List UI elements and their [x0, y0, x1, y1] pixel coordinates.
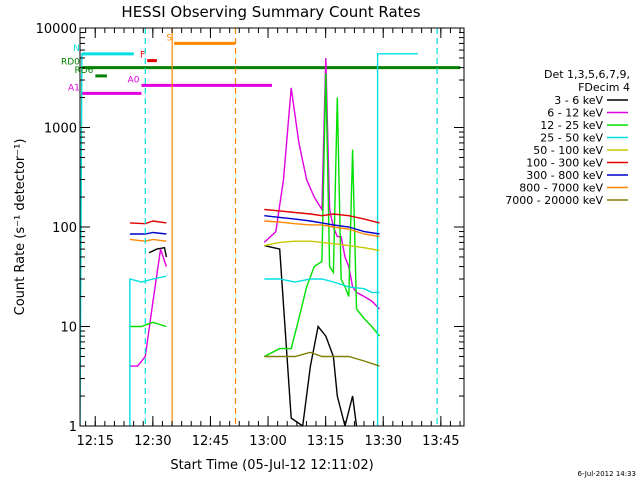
- series-line-8-0: [264, 351, 380, 367]
- chart-title: HESSI Observing Summary Count Rates: [121, 3, 420, 21]
- series-line-6-0: [129, 231, 167, 235]
- legend-label: 7000 - 20000 keV: [505, 194, 603, 207]
- legend-label: 100 - 300 keV: [526, 157, 603, 170]
- flag-label-a0: A0: [128, 75, 140, 85]
- series-line-2-1: [263, 73, 381, 358]
- footer-date: 6-Jul-2012 14:33: [577, 470, 636, 478]
- vertical-markers: [144, 28, 438, 426]
- flag-label-s: S: [166, 33, 172, 43]
- flag-label-a1: A1: [68, 83, 80, 93]
- legend-label: 6 - 12 keV: [547, 107, 603, 120]
- series-line-3-2: [264, 278, 380, 294]
- data-series: [80, 53, 418, 426]
- series-line-7-1: [264, 220, 380, 238]
- y-tick-label: 10: [60, 321, 77, 336]
- x-tick-label: 13:30: [365, 434, 402, 449]
- y-axis-label: Count Rate (s⁻¹ detector⁻¹): [13, 139, 28, 316]
- series-line-6-1: [264, 215, 380, 235]
- x-axis: 12:15 12:30 12:45 13:00 13:15 13:30 13:45: [77, 28, 461, 449]
- x-tick-label: 13:15: [307, 434, 344, 449]
- series-line-3-0: [80, 53, 134, 426]
- x-tick-label: 12:30: [134, 434, 171, 449]
- legend-label: 300 - 800 keV: [526, 169, 603, 182]
- legend-label: 12 - 25 keV: [540, 119, 603, 132]
- flag-label-rd0: RD0: [61, 58, 80, 68]
- flag-label-n: N: [73, 44, 80, 54]
- x-axis-label: Start Time (05-Jul-12 12:11:02): [170, 458, 373, 473]
- flag-label-f: F: [140, 51, 145, 61]
- series-line-5-0: [129, 220, 167, 225]
- legend-label: 800 - 7000 keV: [519, 182, 603, 195]
- legend-header: Det 1,3,5,6,7,9,: [544, 68, 630, 81]
- y-tick-label: 1: [69, 420, 77, 435]
- y-axis: 1 10 100 1000 10000: [36, 22, 464, 435]
- series-line-7-0: [129, 238, 167, 242]
- y-tick-label: 1000: [44, 122, 77, 137]
- series-line-0-1: [264, 244, 358, 426]
- y-tick-label: 100: [52, 221, 77, 236]
- series-line-4-0: [264, 240, 380, 252]
- x-tick-label: 13:45: [422, 434, 459, 449]
- flag-bars: [81, 41, 461, 95]
- legend-header: FDecim 4: [578, 81, 630, 94]
- x-tick-label: 12:45: [192, 434, 229, 449]
- series-line-1-0: [129, 248, 168, 367]
- legend-label: 3 - 6 keV: [554, 94, 603, 107]
- series-line-2-0: [129, 321, 167, 328]
- x-tick-label: 12:15: [77, 434, 114, 449]
- series-line-0-0: [148, 246, 168, 258]
- series-line-5-1: [264, 208, 380, 224]
- series-line-3-3: [376, 53, 418, 426]
- legend-label: 50 - 100 keV: [533, 144, 603, 157]
- x-tick-label: 13:00: [249, 434, 286, 449]
- series-line-3-1: [129, 275, 167, 426]
- legend-label: 25 - 50 keV: [540, 132, 603, 145]
- flag-label-rd6: RD6: [74, 66, 93, 76]
- y-tick-label: 10000: [36, 22, 77, 37]
